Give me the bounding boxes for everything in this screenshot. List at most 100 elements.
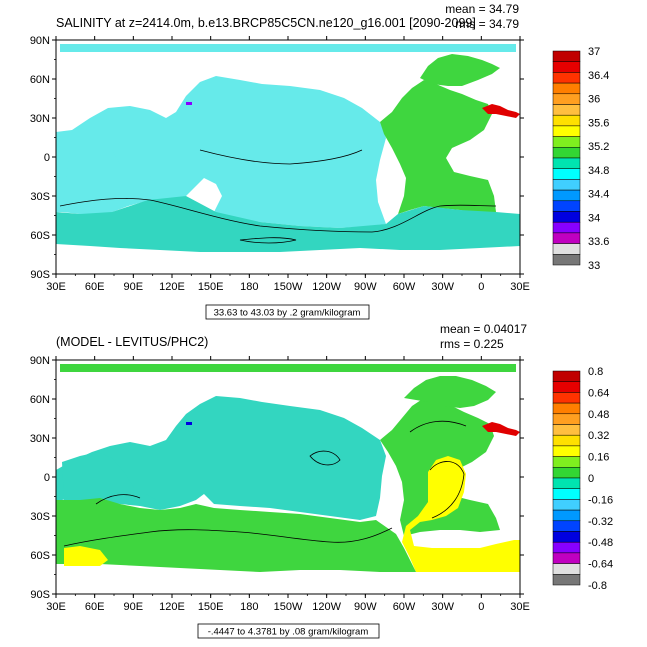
top-lon-label: 60E: [85, 281, 105, 293]
bottom-contour-pacific: [309, 450, 341, 466]
top-panel: SALINITY at z=2414.0m, b.e13.BRCP85C5CN.…: [30, 2, 609, 320]
bottom-lat-label: 90S: [30, 589, 50, 601]
top-colorbar-box: [552, 136, 581, 148]
bottom-colorbar-label: 0.8: [588, 366, 603, 378]
bottom-mean: mean = 0.04017: [440, 322, 527, 336]
top-lon-label: 30W: [431, 281, 454, 293]
bottom-contour-indian: [95, 494, 141, 505]
bottom-mediterranean: [482, 422, 520, 436]
top-lat-label: 0: [44, 152, 50, 164]
top-colorbar-box: [552, 50, 581, 62]
bottom-title: (MODEL - LEVITUS/PHC2): [56, 335, 208, 349]
top-title: SALINITY at z=2414.0m, b.e13.BRCP85C5CN.…: [56, 16, 476, 30]
bottom-contour-north-atlantic: [409, 420, 467, 433]
top-lon-label: 30E: [46, 281, 66, 293]
top-colorbar-box: [552, 125, 581, 137]
top-atlantic-ocean: [380, 80, 496, 214]
bottom-lon-label: 30E: [46, 601, 66, 613]
top-lon-label: 60W: [393, 281, 416, 293]
bottom-colorbar-box: [552, 381, 581, 393]
top-colorbar-label: 36.4: [588, 70, 609, 82]
top-okhotsk-patch: [186, 102, 192, 105]
top-range-label: 33.63 to 43.03 by .2 gram/kilogram: [214, 308, 361, 319]
bottom-lat-label: 30N: [30, 433, 50, 445]
top-lat-label: 30N: [30, 113, 50, 125]
top-lon-label: 120E: [159, 281, 185, 293]
top-arctic-pacific-strip: [150, 44, 360, 51]
top-lon-label: 120W: [312, 281, 341, 293]
bottom-colorbar-label: -0.8: [588, 580, 607, 592]
top-colorbar-box: [552, 200, 581, 212]
top-colorbar-box: [552, 72, 581, 84]
top-lat-label: 30S: [30, 191, 50, 203]
bottom-indian-ocean: [62, 452, 160, 506]
top-contour-ross: [239, 237, 297, 244]
top-lat-label: 90S: [30, 269, 50, 281]
top-arctic-atlantic: [420, 54, 500, 86]
bottom-indo-pacific-ocean: [56, 396, 386, 520]
bottom-lat-label: 0: [44, 472, 50, 484]
bottom-colorbar-box: [552, 467, 581, 479]
bottom-colorbar-label: 0.48: [588, 409, 609, 421]
top-range-box: [205, 304, 370, 320]
bottom-colorbar-box: [552, 477, 581, 489]
top-rms: rms = 34.79: [455, 17, 519, 31]
bottom-range-label: -.4447 to 4.3781 by .08 gram/kilogram: [208, 627, 369, 638]
top-mediterranean: [482, 104, 520, 118]
bottom-arctic-strip: [60, 364, 516, 372]
bottom-colorbar-box: [552, 499, 581, 511]
top-mean: mean = 34.79: [445, 2, 519, 16]
bottom-map: [55, 359, 521, 595]
top-colorbar-label: 33: [588, 260, 600, 272]
bottom-lat-label: 90N: [30, 355, 50, 367]
top-colorbar: 37 36.4 36 35.6 35.2 34.8 34.4 34 33.6 33: [552, 46, 609, 272]
bottom-colorbar-box: [552, 370, 581, 382]
bottom-lon-label: 90W: [354, 601, 377, 613]
top-colorbar-label: 34.8: [588, 165, 609, 177]
bottom-southern-ocean: [56, 498, 416, 572]
bottom-colorbar-box: [552, 574, 581, 586]
top-colorbar-box: [552, 82, 581, 95]
top-colorbar-label: 35.6: [588, 117, 609, 129]
bottom-colorbar-label: 0.32: [588, 430, 609, 442]
top-lat-label: 60N: [30, 74, 50, 86]
top-colorbar-box: [552, 211, 581, 223]
top-lon-label: 90E: [124, 281, 144, 293]
bottom-lon-label: 90E: [124, 601, 144, 613]
bottom-colorbar-label: 0: [588, 473, 594, 485]
bottom-range-box: [197, 623, 380, 639]
bottom-colorbar-box: [552, 520, 581, 532]
top-lat-label: 60S: [30, 230, 50, 242]
bottom-colorbar: 0.8 0.64 0.48 0.32 0.16 0 -0.16 -0.32 -0.48 -0.64…: [552, 366, 613, 592]
top-colorbar-box: [552, 104, 581, 116]
bottom-colorbar-box: [552, 392, 581, 404]
top-contour-equatorial: [199, 149, 363, 165]
top-lon-label: 150W: [274, 281, 303, 293]
bottom-colorbar-label: -0.32: [588, 516, 613, 528]
bottom-colorbar-box: [552, 434, 581, 447]
top-colorbar-box: [552, 232, 581, 244]
bottom-south-indian-yellow: [64, 546, 108, 566]
bottom-colorbar-box: [552, 509, 581, 522]
bottom-colorbar-box: [552, 413, 581, 425]
top-colorbar-box: [552, 93, 581, 105]
bottom-colorbar-label: -0.48: [588, 537, 613, 549]
bottom-colorbar-box: [552, 402, 581, 415]
bottom-colorbar-box: [552, 531, 581, 543]
top-colorbar-box: [552, 243, 581, 255]
top-colorbar-box: [552, 114, 581, 127]
bottom-colorbar-box: [552, 552, 581, 564]
bottom-lon-label: 30E: [510, 601, 530, 613]
bottom-lon-label: 60E: [85, 601, 105, 613]
top-lon-label: 30E: [510, 281, 530, 293]
bottom-rms: rms = 0.225: [440, 337, 504, 351]
top-colorbar-label: 33.6: [588, 236, 609, 248]
bottom-colorbar-label: 0.64: [588, 387, 609, 399]
top-colorbar-box: [552, 168, 581, 180]
top-colorbar-box: [552, 221, 581, 234]
top-colorbar-label: 35.2: [588, 141, 609, 153]
bottom-colorbar-label: 0.16: [588, 452, 609, 464]
bottom-colorbar-label: -0.64: [588, 559, 613, 571]
